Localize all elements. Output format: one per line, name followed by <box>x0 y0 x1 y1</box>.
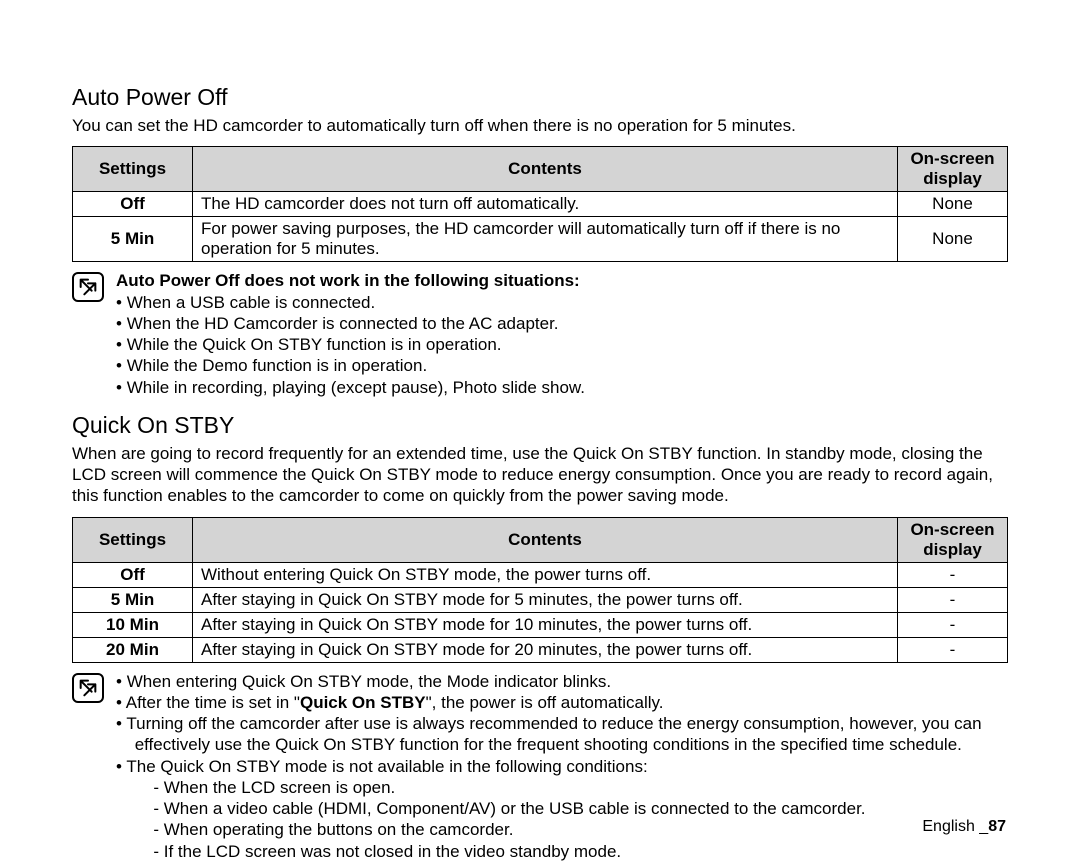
table-row: 5 Min After staying in Quick On STBY mod… <box>73 587 1008 612</box>
col-settings: Settings <box>73 147 193 192</box>
col-display: On-screen display <box>898 517 1008 562</box>
table-row: 5 Min For power saving purposes, the HD … <box>73 217 1008 262</box>
note-subitem: When operating the buttons on the camcor… <box>153 819 1008 840</box>
cell-content: Without entering Quick On STBY mode, the… <box>193 562 898 587</box>
note-item: While in recording, playing (except paus… <box>116 377 1008 398</box>
col-contents: Contents <box>193 517 898 562</box>
table-header-row: Settings Contents On-screen display <box>73 517 1008 562</box>
table-row: 10 Min After staying in Quick On STBY mo… <box>73 612 1008 637</box>
col-settings: Settings <box>73 517 193 562</box>
note-block: When entering Quick On STBY mode, the Mo… <box>72 671 1008 862</box>
quick-on-stby-table: Settings Contents On-screen display Off … <box>72 517 1008 663</box>
cell-display: - <box>898 587 1008 612</box>
cell-setting: 20 Min <box>73 637 193 662</box>
cell-content: After staying in Quick On STBY mode for … <box>193 587 898 612</box>
section-desc: When are going to record frequently for … <box>72 443 1008 507</box>
note-item: When a USB cable is connected. <box>116 292 1008 313</box>
quick-on-stby-section: Quick On STBY When are going to record f… <box>72 412 1008 862</box>
section-title: Auto Power Off <box>72 84 1008 111</box>
note-item: The Quick On STBY mode is not available … <box>116 756 1008 862</box>
note-title: Auto Power Off does not work in the foll… <box>116 271 580 290</box>
table-header-row: Settings Contents On-screen display <box>73 147 1008 192</box>
cell-content: After staying in Quick On STBY mode for … <box>193 637 898 662</box>
note-icon <box>72 272 104 302</box>
table-row: 20 Min After staying in Quick On STBY mo… <box>73 637 1008 662</box>
cell-display: - <box>898 612 1008 637</box>
note-subitem: If the LCD screen was not closed in the … <box>153 841 1008 862</box>
cell-content: For power saving purposes, the HD camcor… <box>193 217 898 262</box>
cell-setting: 10 Min <box>73 612 193 637</box>
note-block: Auto Power Off does not work in the foll… <box>72 270 1008 398</box>
cell-display: - <box>898 562 1008 587</box>
note-item: Turning off the camcorder after use is a… <box>116 713 1008 756</box>
note-item: When the HD Camcorder is connected to th… <box>116 313 1008 334</box>
auto-power-off-table: Settings Contents On-screen display Off … <box>72 146 1008 262</box>
cell-setting: 5 Min <box>73 217 193 262</box>
section-title: Quick On STBY <box>72 412 1008 439</box>
note-subitem: When the LCD screen is open. <box>153 777 1008 798</box>
table-row: Off The HD camcorder does not turn off a… <box>73 192 1008 217</box>
note-content: Auto Power Off does not work in the foll… <box>116 270 1008 398</box>
note-icon <box>72 673 104 703</box>
note-item: While the Demo function is in operation. <box>116 355 1008 376</box>
footer-page: 87 <box>988 818 1006 835</box>
note-content: When entering Quick On STBY mode, the Mo… <box>116 671 1008 862</box>
cell-setting: Off <box>73 192 193 217</box>
auto-power-off-section: Auto Power Off You can set the HD camcor… <box>72 84 1008 398</box>
note-item: When entering Quick On STBY mode, the Mo… <box>116 671 1008 692</box>
cell-content: The HD camcorder does not turn off autom… <box>193 192 898 217</box>
cell-display: - <box>898 637 1008 662</box>
cell-display: None <box>898 192 1008 217</box>
cell-content: After staying in Quick On STBY mode for … <box>193 612 898 637</box>
page-footer: English _87 <box>922 818 1006 836</box>
cell-setting: Off <box>73 562 193 587</box>
footer-lang: English _ <box>922 818 988 835</box>
section-desc: You can set the HD camcorder to automati… <box>72 115 1008 136</box>
col-contents: Contents <box>193 147 898 192</box>
note-subitem: When a video cable (HDMI, Component/AV) … <box>153 798 1008 819</box>
col-display: On-screen display <box>898 147 1008 192</box>
note-item: After the time is set in "Quick On STBY"… <box>116 692 1008 713</box>
cell-display: None <box>898 217 1008 262</box>
cell-setting: 5 Min <box>73 587 193 612</box>
table-row: Off Without entering Quick On STBY mode,… <box>73 562 1008 587</box>
note-item: While the Quick On STBY function is in o… <box>116 334 1008 355</box>
